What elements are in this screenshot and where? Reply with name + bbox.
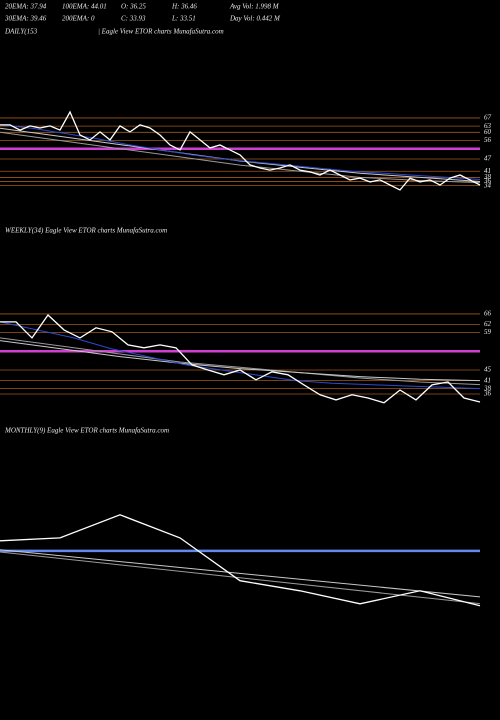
price-line <box>0 514 481 607</box>
y-tick-label: 62 <box>484 320 492 328</box>
price-line <box>0 321 481 390</box>
y-tick-label: 38 <box>483 173 492 181</box>
y-tick-label: 41 <box>484 376 491 384</box>
price-line <box>0 337 481 386</box>
y-tick-label: 36 <box>483 390 492 398</box>
y-tick-label: 34 <box>483 181 492 189</box>
header-text: 30EMA: 39.46 <box>4 15 47 23</box>
header-text: C: 33.93 <box>121 15 146 23</box>
panel-subtitle: | Eagle View ETOR charts MunafaSutra.com <box>98 28 224 36</box>
price-line <box>0 131 481 184</box>
y-tick-label: 60 <box>484 128 492 136</box>
y-tick-label: 66 <box>484 310 492 318</box>
price-line <box>0 124 481 180</box>
price-line <box>0 110 481 191</box>
y-tick-label: 67 <box>484 114 492 122</box>
y-tick-label: 45 <box>484 366 492 374</box>
price-line <box>0 314 481 404</box>
price-line <box>0 551 481 605</box>
header-text: L: 33.51 <box>171 15 196 23</box>
header-text: Day Vol: 0.442 M <box>229 15 281 23</box>
y-tick-label: 36 <box>483 177 492 185</box>
price-line <box>0 549 481 598</box>
header-text: 200EMA: 0 <box>62 15 95 23</box>
price-line <box>0 340 481 382</box>
panel-title: DAILY(153 <box>4 28 38 36</box>
header-text: H: 36.46 <box>171 3 197 11</box>
header-text: 100EMA: 44.01 <box>62 3 107 11</box>
y-tick-label: 47 <box>484 155 492 163</box>
y-tick-label: 63 <box>484 122 492 130</box>
y-tick-label: 38 <box>483 384 492 392</box>
y-tick-label: 59 <box>484 328 492 336</box>
header-text: 20EMA: 37.94 <box>5 3 47 11</box>
panel-title: WEEKLY(34) Eagle View ETOR charts Munafa… <box>5 227 167 235</box>
panel-title: MONTHLY(9) Eagle View ETOR charts Munafa… <box>4 427 169 435</box>
y-tick-label: 56 <box>484 136 492 144</box>
header-text: O: 36.25 <box>121 3 146 11</box>
y-tick-label: 41 <box>484 167 491 175</box>
header-text: Avg Vol: 1.998 M <box>229 3 280 11</box>
